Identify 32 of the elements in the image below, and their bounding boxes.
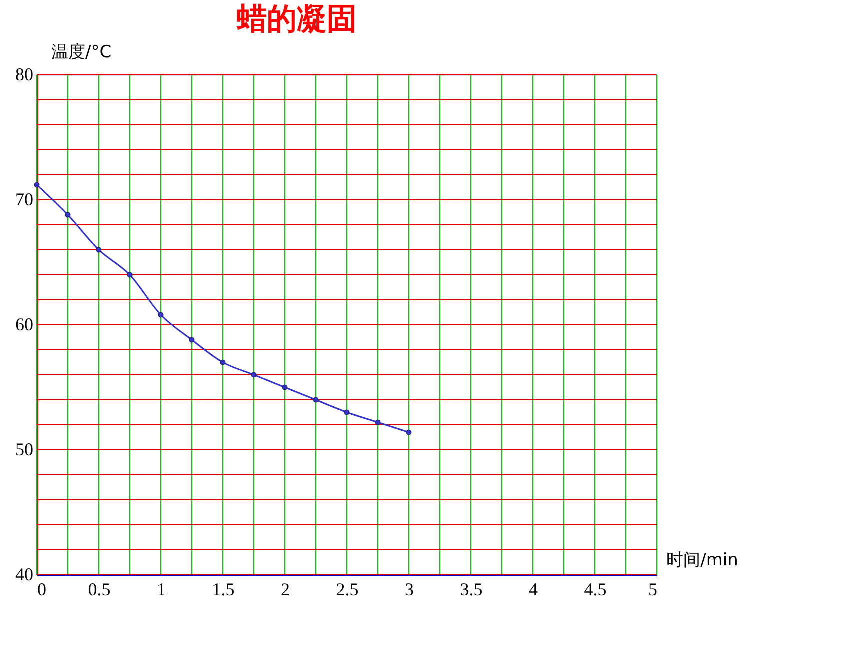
y-axis-title: 温度/°C xyxy=(52,42,112,62)
y-tick-label: 60 xyxy=(16,314,34,334)
point xyxy=(34,182,40,188)
x-tick-label: 3 xyxy=(405,580,414,600)
point xyxy=(189,337,195,343)
x-tick-label: 2.5 xyxy=(336,580,359,600)
point xyxy=(406,430,412,436)
point xyxy=(127,272,133,278)
point xyxy=(96,247,102,253)
point xyxy=(65,212,71,218)
point xyxy=(344,410,350,416)
x-tick-label: 4 xyxy=(529,580,538,600)
point xyxy=(220,360,226,366)
x-axis-title: 时间/min xyxy=(666,550,738,570)
x-tick-label: 1.5 xyxy=(212,580,235,600)
point xyxy=(251,372,257,378)
point xyxy=(158,312,164,318)
x-tick-label: 0 xyxy=(38,580,46,600)
chart-title: 蜡的凝固 xyxy=(236,2,357,37)
y-tick-label: 50 xyxy=(16,440,34,460)
point xyxy=(282,384,288,390)
x-tick-label: 4.5 xyxy=(584,580,607,600)
x-tick-label: 3.5 xyxy=(460,580,483,600)
point xyxy=(313,397,319,403)
x-tick-label: 0.5 xyxy=(88,580,111,600)
y-tick-label: 40 xyxy=(16,564,34,584)
y-tick-label: 70 xyxy=(16,190,34,210)
y-tick-label: 80 xyxy=(16,64,34,84)
x-tick-label: 5 xyxy=(648,580,658,600)
point xyxy=(375,420,381,426)
x-tick-label: 1 xyxy=(157,580,166,600)
x-tick-label: 2 xyxy=(281,580,290,600)
